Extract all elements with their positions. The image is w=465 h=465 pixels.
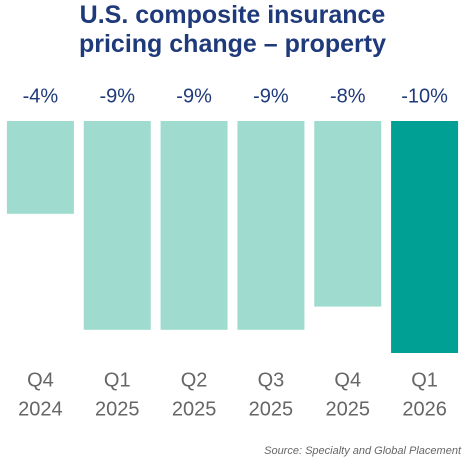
bar bbox=[83, 121, 151, 330]
bar bbox=[6, 121, 74, 214]
value-label: -4% bbox=[23, 85, 59, 107]
x-tick-label: Q4 bbox=[27, 369, 54, 391]
x-tick-label: 2025 bbox=[95, 398, 140, 420]
bar bbox=[391, 121, 459, 353]
x-tick-label: 2025 bbox=[326, 398, 371, 420]
bar bbox=[160, 121, 228, 330]
x-tick-label: 2025 bbox=[249, 398, 294, 420]
bar bbox=[314, 121, 382, 307]
source-note: Source: Specialty and Global Placement bbox=[264, 445, 462, 457]
value-label: -9% bbox=[176, 85, 212, 107]
x-tick-label: Q1 bbox=[104, 369, 131, 391]
x-tick-label: Q2 bbox=[181, 369, 208, 391]
value-label: -9% bbox=[99, 85, 135, 107]
value-label: -9% bbox=[253, 85, 289, 107]
x-tick-label: Q1 bbox=[411, 369, 438, 391]
x-tick-label: Q4 bbox=[334, 369, 361, 391]
x-tick-label: 2024 bbox=[18, 398, 63, 420]
value-label: -10% bbox=[401, 85, 448, 107]
value-label: -8% bbox=[330, 85, 366, 107]
x-tick-label: 2026 bbox=[402, 398, 447, 420]
x-tick-label: 2025 bbox=[172, 398, 217, 420]
chart-title: U.S. composite insurance pricing change … bbox=[78, 1, 386, 58]
bar bbox=[237, 121, 305, 330]
x-tick-label: Q3 bbox=[258, 369, 285, 391]
